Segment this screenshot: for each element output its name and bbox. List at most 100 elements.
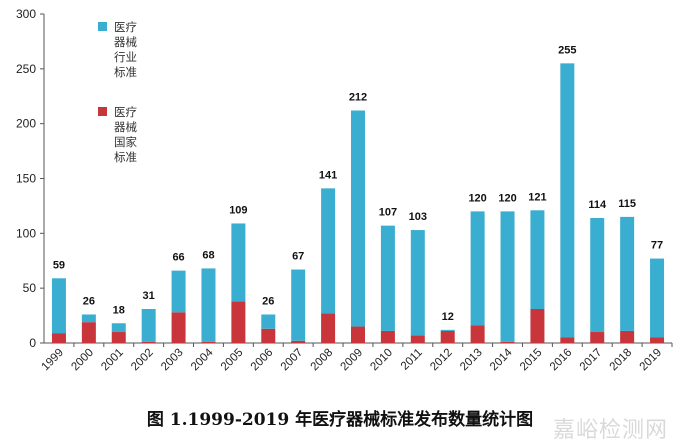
bar-industry-2010 (380, 225, 395, 331)
bar-national-2004 (201, 341, 216, 343)
legend-label-industry-3: 行业 (114, 50, 137, 64)
y-axis: 0 50 100 150 200 250 300 (16, 7, 45, 350)
bar-national-2013 (470, 325, 485, 343)
data-label-2017: 114 (588, 199, 607, 211)
bar-industry-2017 (590, 217, 605, 333)
legend-swatch-industry (98, 22, 107, 31)
data-label-2006: 26 (262, 295, 274, 307)
bar-industry-2016 (560, 63, 575, 338)
y-tick-label: 50 (23, 281, 37, 295)
bar-industry-2004 (201, 268, 216, 342)
data-label-2002: 31 (143, 290, 155, 302)
bar-national-2010 (380, 330, 395, 343)
data-label-2016: 255 (558, 44, 576, 56)
data-label-2004: 68 (202, 249, 214, 261)
bar-industry-1999 (51, 278, 66, 334)
bar-industry-2001 (111, 323, 126, 333)
y-tick-label: 0 (29, 336, 36, 350)
data-label-2001: 18 (113, 304, 125, 316)
bar-industry-2014 (500, 211, 515, 342)
x-tick-label-2004: 2004 (189, 346, 216, 373)
bar-industry-2012 (440, 329, 455, 331)
x-tick-label-2019: 2019 (638, 347, 665, 374)
watermark: 嘉峪检测网 (552, 418, 668, 443)
bar-national-1999 (51, 333, 66, 343)
y-tick-label: 100 (16, 226, 36, 240)
legend-label-national-1: 医疗 (114, 105, 137, 119)
data-label-2014: 120 (498, 192, 516, 204)
legend: 医疗 器械 行业 标准 医疗 器械 国家 标准 (98, 20, 137, 164)
data-label-2009: 212 (349, 92, 367, 104)
x-tick-label-2003: 2003 (159, 347, 186, 374)
data-label-2011: 103 (409, 211, 427, 223)
bar-industry-2003 (171, 270, 186, 313)
data-label-2007: 67 (292, 251, 304, 263)
y-tick-label: 200 (16, 117, 36, 131)
legend-label-industry-2: 器械 (114, 35, 137, 49)
legend-label-industry-4: 标准 (114, 65, 137, 79)
data-label-2013: 120 (468, 192, 486, 204)
x-tick-label-2018: 2018 (608, 347, 635, 374)
data-label-2015: 121 (528, 191, 546, 203)
x-tick-label-1999: 1999 (39, 347, 66, 374)
bar-national-2018 (620, 330, 635, 343)
bar-national-2008 (321, 313, 336, 343)
x-tick-label-2000: 2000 (69, 347, 96, 374)
data-label-2008: 141 (319, 169, 337, 181)
x-tick-label-2006: 2006 (249, 347, 276, 374)
bar-national-2002 (141, 341, 156, 343)
legend-label-national-3: 国家 (114, 135, 137, 149)
x-tick-label-2009: 2009 (339, 347, 366, 374)
bar-industry-2007 (291, 269, 306, 341)
data-label-2000: 26 (83, 295, 95, 307)
bar-national-2007 (291, 340, 306, 343)
x-tick-label-2001: 2001 (99, 347, 126, 374)
data-label-2003: 66 (172, 252, 184, 264)
legend-label-industry-1: 医疗 (114, 20, 137, 34)
bar-national-2016 (560, 337, 575, 343)
legend-label-national-2: 器械 (114, 120, 137, 134)
x-tick-label-2007: 2007 (279, 347, 306, 374)
bar-industry-2013 (470, 211, 485, 326)
x-tick-label-2008: 2008 (309, 347, 336, 374)
bar-industry-2005 (231, 223, 246, 302)
y-tick-label: 150 (16, 172, 36, 186)
bar-national-2012 (440, 330, 455, 343)
y-tick-label: 250 (16, 62, 36, 76)
data-label-2018: 115 (618, 198, 636, 210)
bar-industry-2011 (410, 230, 425, 336)
bar-national-2017 (590, 332, 605, 343)
x-tick-label-2005: 2005 (219, 347, 246, 374)
x-tick-label-2002: 2002 (129, 347, 156, 374)
x-tick-label-2014: 2014 (488, 346, 515, 373)
bar-national-2003 (171, 312, 186, 343)
x-tick-label-2010: 2010 (368, 347, 395, 374)
bar-industry-2002 (141, 309, 156, 342)
data-label-2019: 77 (651, 240, 663, 252)
data-labels: 59 26 18 31 66 68 109 26 67 141 212 107 103 12 120 120 1… (53, 44, 663, 322)
bar-industry-2015 (530, 210, 545, 310)
bar-industry-2006 (261, 314, 276, 329)
bar-national-2009 (351, 326, 365, 343)
data-label-2012: 12 (442, 311, 454, 323)
bar-industry-2009 (351, 110, 365, 327)
bar-national-2014 (500, 341, 515, 343)
legend-label-national-4: 标准 (114, 150, 137, 164)
bars (51, 63, 665, 343)
data-label-2010: 107 (379, 207, 397, 219)
bar-industry-2018 (620, 216, 635, 331)
x-tick-label-2016: 2016 (548, 347, 575, 374)
bar-industry-2000 (81, 314, 96, 323)
bar-national-2019 (650, 337, 665, 343)
x-axis: 1999 2000 2001 2002 2003 2004 2005 2006 2007 2008… (39, 342, 673, 374)
x-tick-label-2013: 2013 (458, 347, 485, 374)
y-tick-label: 300 (16, 7, 36, 21)
bar-national-2005 (231, 301, 246, 343)
bar-national-2011 (410, 335, 425, 343)
figure-caption: 图 1.1999-2019 年医疗器械标准发布数量统计图 (146, 410, 534, 430)
x-tick-label-2011: 2011 (399, 347, 425, 373)
x-tick-label-2012: 2012 (428, 347, 455, 374)
x-tick-label-2015: 2015 (518, 347, 545, 374)
legend-swatch-national (98, 107, 107, 116)
